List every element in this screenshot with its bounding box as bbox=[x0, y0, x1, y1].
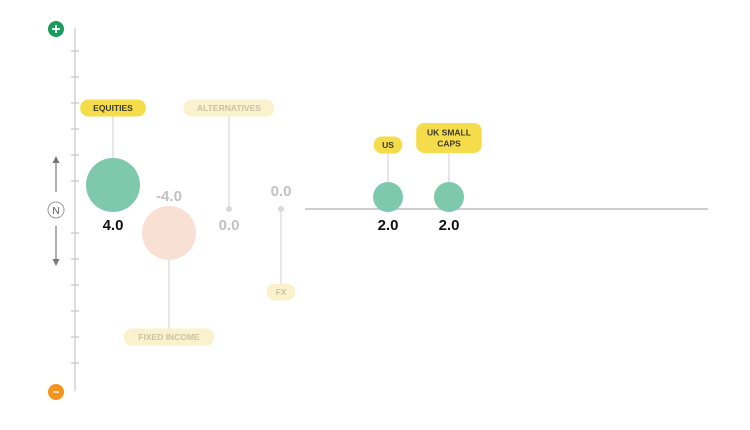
bubble-us[interactable] bbox=[373, 182, 403, 212]
tag-label-alternatives: ALTERNATIVES bbox=[197, 103, 261, 113]
tag-label-uk-small-caps: UK SMALL CAPS bbox=[427, 128, 471, 149]
tag-label-us: US bbox=[382, 140, 394, 150]
bubble-equities[interactable] bbox=[86, 158, 140, 212]
value-label-us: 2.0 bbox=[378, 217, 399, 234]
tag-equities[interactable] bbox=[80, 99, 146, 117]
value-label-fx: 0.0 bbox=[271, 183, 292, 200]
plus-icon-glyph bbox=[52, 25, 60, 33]
tag-fixed-income[interactable] bbox=[123, 328, 215, 346]
neutral-marker bbox=[47, 201, 65, 219]
tag-alternatives[interactable] bbox=[183, 99, 275, 117]
tag-us[interactable] bbox=[373, 136, 403, 154]
neutral-label: N bbox=[52, 206, 59, 217]
value-label-fixed-income: -4.0 bbox=[156, 188, 182, 205]
value-label-uk-small-caps: 2.0 bbox=[439, 217, 460, 234]
tag-uk-small-caps[interactable] bbox=[416, 123, 482, 153]
bubble-alternatives[interactable] bbox=[226, 206, 232, 212]
tag-label-fixed-income: FIXED INCOME bbox=[138, 332, 200, 342]
bubble-fx[interactable] bbox=[278, 206, 284, 212]
value-label-alternatives: 0.0 bbox=[219, 217, 240, 234]
up-arrow-head bbox=[52, 156, 60, 163]
tag-label-fx: FX bbox=[276, 287, 287, 297]
tag-fx[interactable] bbox=[266, 283, 296, 301]
value-label-equities: 4.0 bbox=[103, 217, 124, 234]
bubble-uk-small-caps[interactable] bbox=[434, 182, 464, 212]
bubble-fixed-income[interactable] bbox=[142, 206, 196, 260]
tag-label-equities: EQUITIES bbox=[93, 103, 133, 113]
down-arrow-head bbox=[52, 259, 60, 266]
